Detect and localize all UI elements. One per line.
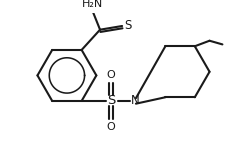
- Text: S: S: [107, 95, 115, 107]
- Text: S: S: [124, 19, 131, 32]
- Text: O: O: [107, 122, 115, 132]
- Text: N: N: [131, 95, 139, 107]
- Text: H₂N: H₂N: [82, 0, 103, 9]
- Text: O: O: [107, 70, 115, 80]
